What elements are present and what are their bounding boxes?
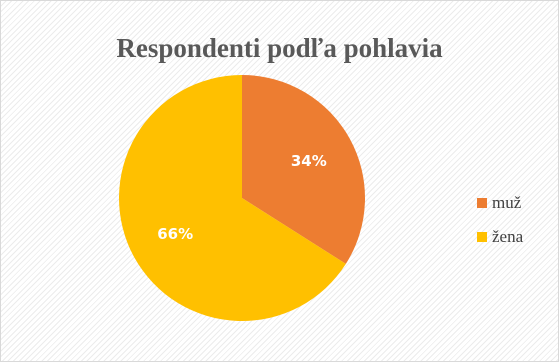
legend-label-muz: muž [492, 193, 522, 212]
legend-label-zena: žena [492, 227, 524, 246]
data-label-žena: 66% [157, 225, 193, 243]
data-label-muž: 34% [291, 152, 327, 170]
legend-item-muz: muž [477, 193, 523, 213]
legend: muž žena [477, 193, 523, 261]
legend-item-zena: žena [477, 227, 523, 247]
pie-slice-muž [242, 75, 365, 264]
pie-slice-žena [118, 74, 346, 321]
legend-swatch-zena [477, 232, 487, 242]
chart-title: Respondenti podľa pohlavia [116, 33, 443, 63]
legend-swatch-muz [477, 198, 487, 208]
